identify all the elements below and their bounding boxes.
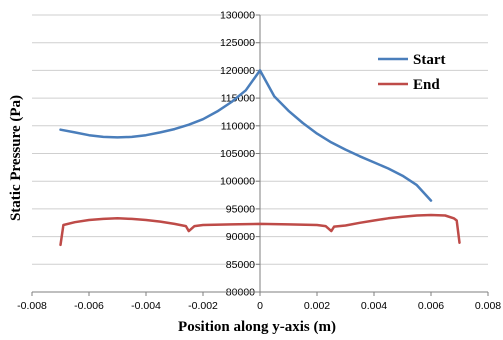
y-axis: 8000085000900009500010000010500011000011… bbox=[220, 10, 261, 299]
y-tick-label: 85000 bbox=[226, 259, 255, 271]
legend: Start End bbox=[378, 52, 446, 93]
x-tick-label: 0.008 bbox=[475, 300, 501, 312]
x-tick-label: 0.002 bbox=[304, 300, 330, 312]
x-tick-label: 0 bbox=[257, 300, 263, 312]
y-tick-label: 110000 bbox=[221, 120, 255, 132]
y-tick-label: 120000 bbox=[220, 65, 255, 77]
y-tick-label: 105000 bbox=[220, 148, 255, 160]
y-tick-label: 115000 bbox=[221, 93, 255, 105]
x-axis: -0.008 -0.006 -0.004 -0.002 0 0.002 0.004 0.006… bbox=[17, 291, 501, 312]
x-tick-label: -0.004 bbox=[131, 300, 161, 312]
y-tick-label: 125000 bbox=[220, 37, 255, 49]
x-tick-label: 0.004 bbox=[361, 300, 387, 312]
series-line-end bbox=[59, 213, 461, 247]
y-axis-title: Static Pressure (Pa) bbox=[8, 95, 24, 221]
legend-label-end: End bbox=[413, 77, 440, 93]
x-tick-label: 0.006 bbox=[418, 300, 444, 312]
y-tick-label: 95000 bbox=[226, 203, 255, 215]
series-line-start bbox=[59, 69, 433, 202]
plot-series bbox=[59, 69, 461, 247]
legend-label-start: Start bbox=[413, 52, 446, 68]
x-tick-label: -0.002 bbox=[188, 300, 218, 312]
x-tick-label: -0.006 bbox=[74, 300, 104, 312]
y-tick-label: 90000 bbox=[226, 231, 255, 243]
x-tick-label: -0.008 bbox=[17, 300, 47, 312]
y-tick-label: 100000 bbox=[220, 176, 255, 188]
x-axis-title: Position along y-axis (m) bbox=[178, 319, 336, 335]
y-tick-label: 130000 bbox=[220, 10, 255, 22]
